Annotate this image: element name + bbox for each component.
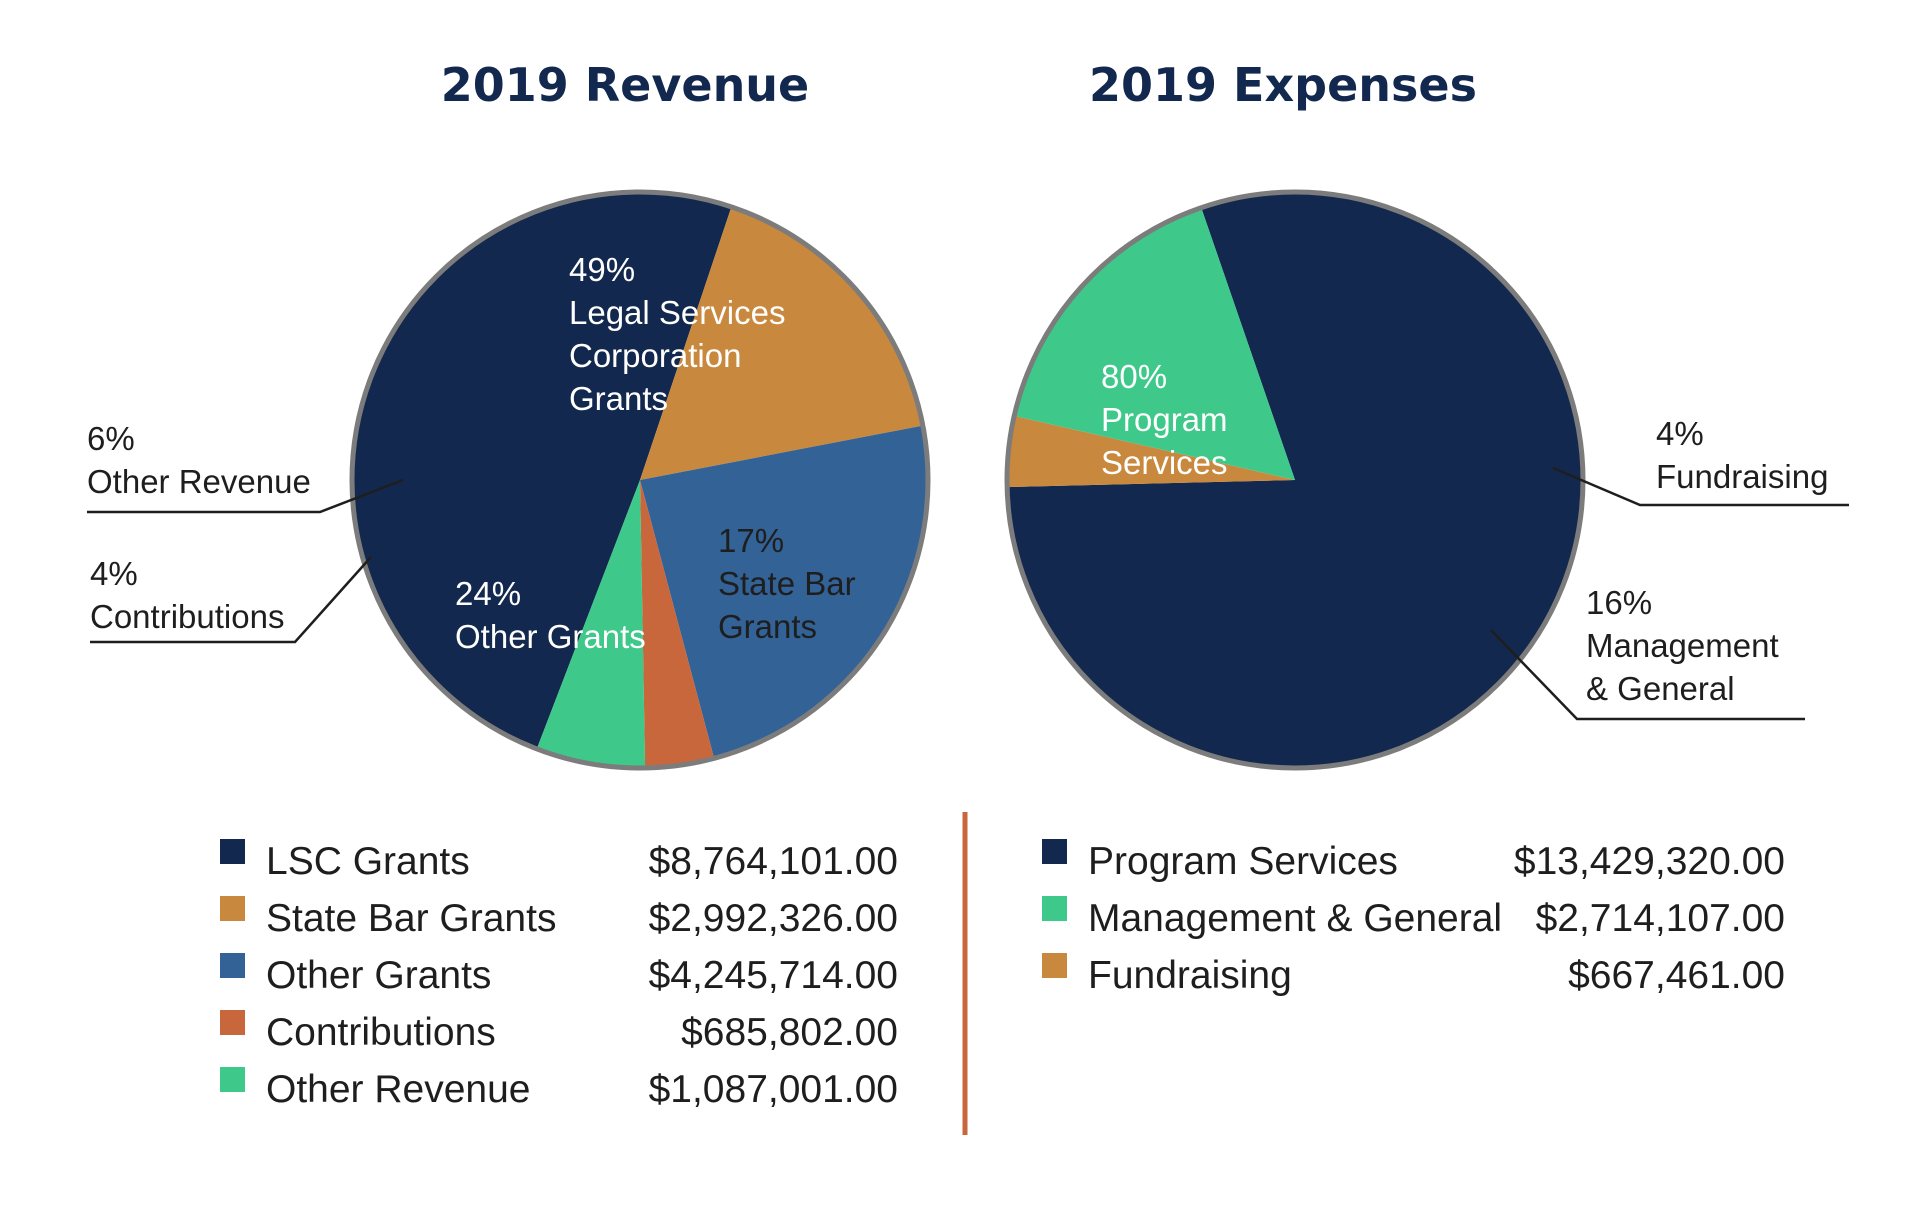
legend-label-contrib: Contributions bbox=[266, 1011, 496, 1054]
legend-label-lsc: LSC Grants bbox=[266, 840, 470, 883]
legend-swatch-mgmt bbox=[1042, 896, 1067, 921]
pie-slice-program bbox=[1007, 191, 1583, 768]
legend-amount-contrib: $685,802.00 bbox=[681, 1011, 898, 1054]
pie-slice-fund bbox=[1006, 415, 1295, 488]
slice-label-line: Program bbox=[1101, 401, 1228, 438]
slice-pct-mgmt: 16% bbox=[1586, 584, 1652, 621]
legend-swatch-othergrants bbox=[220, 953, 245, 978]
legend-label-fund: Fundraising bbox=[1088, 954, 1292, 997]
pie-slice-contrib bbox=[640, 480, 715, 768]
legend-label-program: Program Services bbox=[1088, 840, 1398, 883]
legend-swatch-contrib bbox=[220, 1010, 245, 1035]
slice-pct-othergrants: 24% bbox=[455, 575, 521, 612]
legend-label-othergrants: Other Grants bbox=[266, 954, 491, 997]
slice-label-line: & General bbox=[1586, 670, 1735, 707]
slice-label-lsc: 49% Legal Services Corporation Grants bbox=[569, 251, 785, 417]
pie-slice-mgmt bbox=[1014, 207, 1295, 480]
slice-label-line: Grants bbox=[718, 608, 817, 645]
leader-line-otherrev bbox=[87, 478, 404, 514]
legend-swatch-fund bbox=[1042, 953, 1067, 978]
legend-swatch-statebar bbox=[220, 896, 245, 921]
legend-amount-otherrev: $1,087,001.00 bbox=[649, 1068, 898, 1111]
slice-label-mgmt: 16% Management & General bbox=[1586, 584, 1779, 707]
pie-outline bbox=[349, 189, 931, 771]
legend-amount-othergrants: $4,245,714.00 bbox=[649, 954, 898, 997]
slice-label-line: Grants bbox=[569, 380, 668, 417]
slice-pct-statebar: 17% bbox=[718, 522, 784, 559]
legend-swatch-lsc bbox=[220, 839, 245, 864]
legend-swatch-program bbox=[1042, 839, 1067, 864]
slice-pct-otherrev: 6% bbox=[87, 420, 135, 457]
legend-amount-fund: $667,461.00 bbox=[1568, 954, 1785, 997]
slice-label-otherrev: 6% Other Revenue bbox=[87, 420, 311, 500]
leader-line-mgmt bbox=[1490, 629, 1805, 721]
slice-label-program: 80% Program Services bbox=[1101, 358, 1228, 481]
slice-label-line: Other Revenue bbox=[87, 463, 311, 500]
slice-label-line: Corporation bbox=[569, 337, 741, 374]
expenses-legend: Program Services $13,429,320.00 Management… bbox=[1042, 839, 1785, 997]
slice-label-line: Other Grants bbox=[455, 618, 646, 655]
slice-label-fund: 4% Fundraising bbox=[1656, 415, 1828, 495]
pie-slice-lsc bbox=[351, 191, 732, 749]
revenue-legend: LSC Grants $8,764,101.00 State Bar Grants $… bbox=[220, 839, 898, 1111]
leader-lines bbox=[87, 466, 1849, 721]
slice-label-line: State Bar bbox=[718, 565, 856, 602]
pie-slice-statebar bbox=[640, 206, 923, 480]
slice-label-contrib: 4% Contributions bbox=[90, 555, 284, 635]
legend-label-otherrev: Other Revenue bbox=[266, 1068, 531, 1111]
slice-label-othergrants: 24% Other Grants bbox=[455, 575, 646, 655]
slice-labels: 49% Legal Services Corporation Grants 17% Sta… bbox=[87, 251, 1828, 707]
slice-pct-fund: 4% bbox=[1656, 415, 1704, 452]
legend-amount-statebar: $2,992,326.00 bbox=[649, 897, 898, 940]
legend-amount-mgmt: $2,714,107.00 bbox=[1536, 897, 1785, 940]
legend-amount-program: $13,429,320.00 bbox=[1514, 840, 1785, 883]
legend-amount-lsc: $8,764,101.00 bbox=[649, 840, 898, 883]
expenses-chart-title: 2019 Expenses bbox=[1089, 58, 1477, 112]
slice-label-line: Management bbox=[1586, 627, 1779, 664]
legend-swatch-otherrev bbox=[220, 1067, 245, 1092]
revenue-chart-title: 2019 Revenue bbox=[441, 58, 810, 112]
slice-pct-contrib: 4% bbox=[90, 555, 138, 592]
pie-slice-othergrants bbox=[640, 425, 929, 759]
legend-label-statebar: State Bar Grants bbox=[266, 897, 556, 940]
slice-label-line: Fundraising bbox=[1656, 458, 1828, 495]
slice-label-line: Contributions bbox=[90, 598, 284, 635]
slice-pct-program: 80% bbox=[1101, 358, 1167, 395]
revenue-pie bbox=[349, 189, 931, 771]
slice-pct-lsc: 49% bbox=[569, 251, 635, 288]
pie-slice-otherrev bbox=[536, 480, 646, 768]
slice-label-line: Services bbox=[1101, 444, 1228, 481]
leader-line-fund bbox=[1552, 466, 1849, 507]
legend-label-mgmt: Management & General bbox=[1088, 897, 1502, 940]
slice-label-statebar: 17% State Bar Grants bbox=[718, 522, 856, 645]
leader-line-contrib bbox=[90, 556, 372, 644]
slice-label-line: Legal Services bbox=[569, 294, 785, 331]
expenses-pie bbox=[1004, 189, 1586, 771]
